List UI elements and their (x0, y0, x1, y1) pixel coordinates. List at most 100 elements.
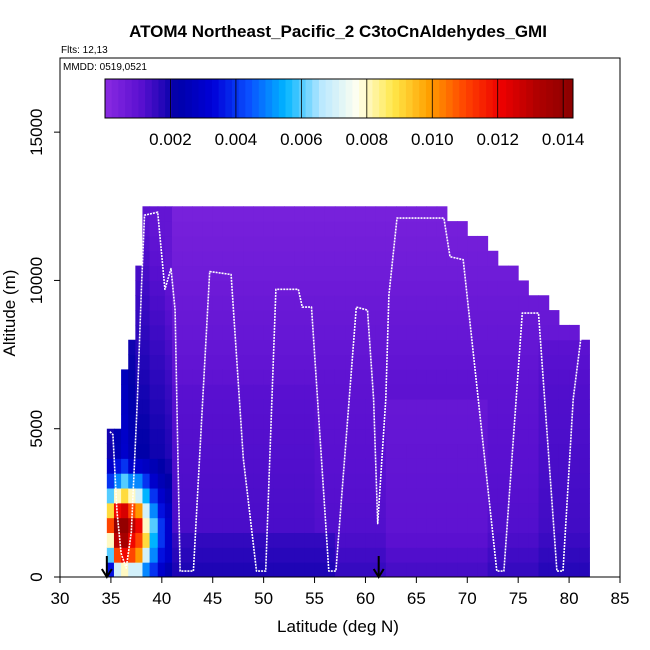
heatmap-cell (334, 502, 346, 519)
heatmap-cell (273, 310, 285, 326)
heatmap-cell (375, 295, 387, 311)
heatmap-cell (212, 384, 224, 400)
heatmap-cell (365, 265, 377, 281)
heatmap-cell (365, 473, 377, 489)
heatmap-cell (192, 502, 204, 519)
heatmap-cell (457, 413, 468, 430)
colorbar-cell (258, 79, 266, 118)
heatmap-cell (416, 250, 428, 267)
heatmap-cell (243, 206, 254, 222)
heatmap-cell (121, 428, 129, 445)
heatmap-cell (334, 310, 346, 326)
heatmap-cell (157, 562, 166, 578)
heatmap-cell (304, 280, 316, 296)
heatmap-cell (233, 458, 244, 474)
heatmap-cell (142, 339, 151, 356)
heatmap-cell (406, 562, 417, 578)
heatmap-cell (284, 532, 295, 548)
heatmap-cell (253, 413, 265, 430)
heatmap-cell (538, 354, 550, 370)
heatmap-cell (396, 339, 407, 356)
heatmap-cell (518, 384, 529, 400)
colorbar-cell (285, 79, 293, 118)
heatmap-cell (446, 295, 458, 311)
heatmap-cell (518, 354, 529, 370)
colorbar-cell (145, 79, 153, 118)
heatmap-cell (202, 517, 214, 534)
heatmap-cell (273, 532, 285, 548)
heatmap-cell (253, 250, 265, 267)
heatmap-cell (538, 295, 550, 311)
heatmap-cell (294, 280, 305, 296)
heatmap-cell (477, 369, 489, 385)
y-axis: 0 5000 10000 15000 (27, 109, 60, 582)
heatmap-cell (192, 428, 204, 445)
heatmap-cell (396, 428, 407, 445)
heatmap-cell (528, 532, 540, 548)
heatmap-cell (324, 502, 336, 519)
heatmap-cell (212, 517, 224, 534)
heatmap-cell (202, 473, 214, 489)
heatmap-cell (396, 399, 407, 415)
heatmap-cell (528, 399, 540, 415)
colorbar-cell (225, 79, 233, 118)
heatmap-cell (128, 488, 136, 504)
heatmap-cell (149, 324, 159, 341)
heatmap-cell (467, 280, 478, 296)
heatmap-cell (273, 502, 285, 519)
heatmap-cell (182, 502, 193, 519)
heatmap-cell (157, 517, 166, 534)
heatmap-cell (157, 339, 166, 356)
heatmap-cell (149, 235, 159, 252)
heatmap-cell (446, 265, 458, 281)
heatmap-cell (243, 250, 254, 267)
heatmap-cell (284, 295, 295, 311)
heatmap-cell (416, 295, 428, 311)
heatmap-cell (135, 458, 143, 474)
heatmap-cell (334, 324, 346, 341)
heatmap-cell (528, 488, 540, 504)
heatmap-cell (477, 280, 489, 296)
heatmap-cell (518, 428, 529, 445)
heatmap-cell (416, 384, 428, 400)
heatmap-cell (355, 280, 366, 296)
heatmap-cell (157, 369, 166, 385)
heatmap-cell (263, 369, 275, 385)
heatmap-cell (314, 458, 326, 474)
heatmap-cell (164, 532, 173, 548)
heatmap-cell (273, 517, 285, 534)
heatmap-cell (355, 547, 366, 563)
heatmap-cell (222, 324, 234, 341)
heatmap-cell (467, 502, 478, 519)
heatmap-cell (477, 562, 489, 578)
heatmap-cell (192, 354, 204, 370)
heatmap-cell (548, 324, 560, 341)
heatmap-cell (113, 458, 122, 474)
heatmap-cell (436, 517, 448, 534)
heatmap-cell (508, 502, 519, 519)
heatmap-cell (385, 562, 397, 578)
heatmap-cell (172, 280, 183, 296)
heatmap-cell (558, 384, 570, 400)
heatmap-cell (569, 502, 580, 519)
heatmap-cell (467, 532, 478, 548)
heatmap-cell (497, 324, 509, 341)
heatmap-cell (172, 413, 183, 430)
heatmap-cell (467, 413, 478, 430)
heatmap-cell (243, 532, 254, 548)
heatmap-cell (569, 473, 580, 489)
heatmap-cell (182, 428, 193, 445)
heatmap-cell (182, 324, 193, 341)
heatmap-cell (273, 235, 285, 252)
heatmap-cell (324, 235, 336, 252)
heatmap-cell (164, 354, 173, 370)
heatmap-cell (579, 458, 590, 474)
heatmap-cell (457, 221, 468, 237)
heatmap-cell (457, 399, 468, 415)
heatmap-cell (365, 235, 377, 252)
colorbar-cell (399, 79, 407, 118)
heatmap-cell (334, 399, 346, 415)
heatmap-cell (192, 310, 204, 326)
heatmap-cell (365, 206, 377, 222)
heatmap-cell (365, 399, 377, 415)
